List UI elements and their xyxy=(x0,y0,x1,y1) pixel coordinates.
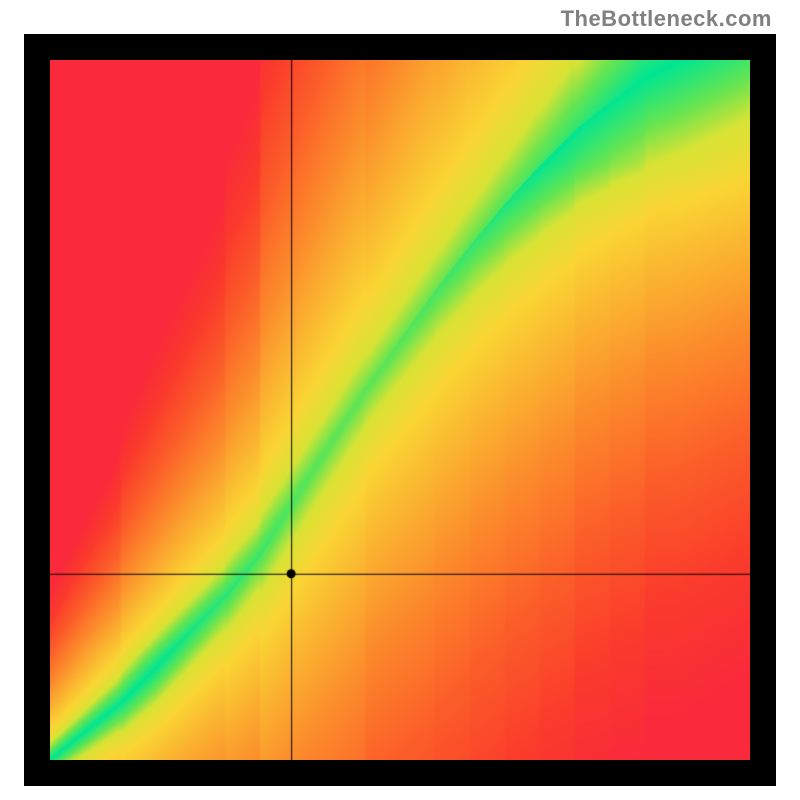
heatmap-canvas xyxy=(50,60,750,760)
chart-container: TheBottleneck.com xyxy=(0,0,800,800)
watermark-text: TheBottleneck.com xyxy=(561,6,772,32)
plot-frame xyxy=(24,34,776,786)
plot-area xyxy=(50,60,750,760)
